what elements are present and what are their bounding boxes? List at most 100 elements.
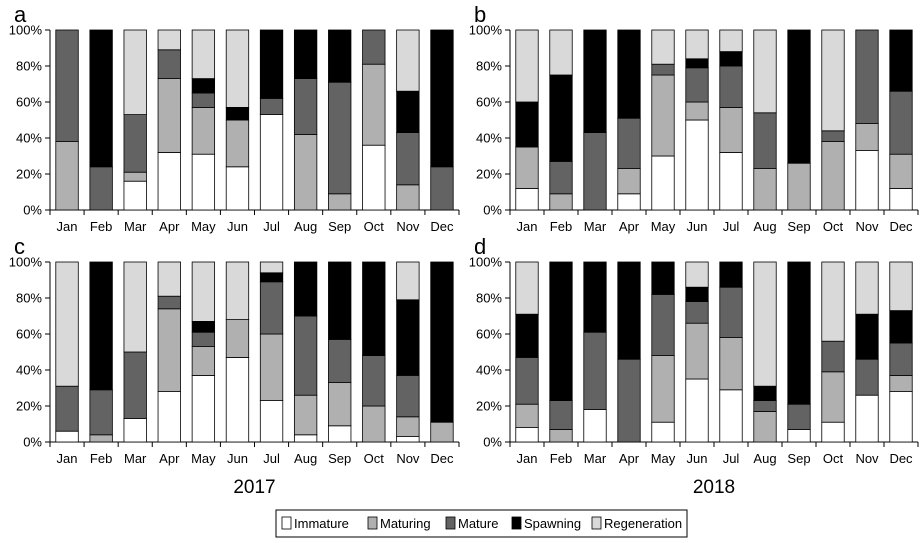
bar-segment-spawning (719, 51, 743, 67)
bar-segment-mature (430, 166, 454, 211)
bar-segment-mature (821, 130, 845, 143)
bar-segment-mature (191, 331, 216, 348)
y-tick-label: 20% (16, 399, 42, 414)
bar-segment-maturing (89, 434, 113, 443)
bar-segment-regeneration (396, 261, 420, 301)
x-tick-label: Jan (57, 451, 78, 466)
bar-segment-regeneration (191, 29, 216, 79)
bar-segment-maturing (396, 184, 420, 211)
x-tick-label: Mar (584, 219, 607, 234)
bar-segment-mature (259, 281, 284, 335)
bar-segment-maturing (889, 153, 913, 189)
bar-segment-mature (55, 385, 79, 432)
bar-segment-mature (123, 114, 147, 173)
bar-segment-immature (719, 151, 743, 211)
x-tick-label: Jun (227, 219, 248, 234)
bar-segment-spawning (328, 261, 352, 340)
bar-segment-mature (855, 358, 879, 396)
bar-segment-regeneration (821, 261, 845, 342)
y-tick-label: 0% (483, 435, 502, 450)
panel-b: b 0% 20% 40% 60% 80% 100% Jan Feb Mar Apr May Jun Jul… (469, 2, 919, 234)
bar-segment-regeneration (855, 261, 879, 315)
bar-segment-mature (787, 403, 811, 430)
year-label-2017: 2017 (233, 477, 275, 498)
bar-segment-spawning (293, 261, 318, 317)
x-tick-label: May (191, 219, 216, 234)
bar-segment-maturing (753, 168, 777, 211)
x-tick-label: Nov (855, 219, 879, 234)
legend-item-regeneration: Regeneration (591, 516, 682, 531)
bar-segment-regeneration (685, 29, 709, 60)
bar-segment-immature (362, 144, 386, 211)
bar-segment-mature (328, 338, 352, 383)
bar-segment-mature (855, 29, 879, 124)
bar-segment-spawning (259, 272, 284, 283)
bar-segment-mature (583, 331, 607, 411)
bar-segment-mature (583, 132, 607, 211)
x-tick-label: Aug (753, 219, 776, 234)
x-tick-label: May (651, 451, 676, 466)
x-tick-label: Feb (550, 451, 572, 466)
x-tick-label: Apr (159, 219, 180, 234)
bar-segment-mature (753, 400, 777, 412)
legend-swatch (511, 516, 522, 530)
y-tick-label: 60% (16, 327, 42, 342)
bar-segment-regeneration (225, 29, 250, 108)
bar-segment-maturing (787, 162, 811, 211)
bar-segment-mature (753, 112, 777, 170)
x-tick-label: Apr (159, 451, 180, 466)
bar-segment-mature (89, 166, 113, 211)
bar-segment-regeneration (157, 29, 181, 51)
y-tick-label: 20% (476, 167, 502, 182)
bar-segment-maturing (685, 101, 709, 121)
legend-label: Immature (294, 516, 349, 531)
bar-segment-maturing (617, 168, 641, 195)
bar-segment-mature (157, 295, 181, 310)
bar-segment-maturing (157, 308, 181, 392)
bar-segment-maturing (362, 405, 386, 443)
bar-segment-immature (651, 421, 675, 443)
bar-segment-immature (55, 430, 79, 443)
bar-segment-mature (685, 67, 709, 103)
bar-segment-immature (157, 391, 181, 443)
bar-segment-maturing (685, 322, 709, 380)
bar-segment-maturing (855, 123, 879, 151)
bar-segment-regeneration (719, 29, 743, 53)
bar-segment-spawning (617, 261, 641, 360)
y-tick-label: 100% (469, 255, 503, 270)
bar-segment-regeneration (549, 29, 573, 76)
bar-segment-maturing (328, 382, 352, 427)
bar-segment-immature (855, 150, 879, 211)
bar-segment-immature (191, 153, 216, 211)
bar-segment-spawning (617, 29, 641, 119)
bar-segment-regeneration (515, 261, 539, 315)
bar-segment-regeneration (55, 261, 79, 387)
bar-segment-immature (787, 428, 811, 443)
bar-segment-spawning (889, 29, 913, 92)
bar-segment-mature (549, 400, 573, 430)
bar-segment-immature (855, 394, 879, 443)
bar-segment-immature (293, 434, 318, 443)
bar-segment-regeneration (753, 29, 777, 114)
bar-segment-immature (328, 425, 352, 443)
bar-segment-regeneration (157, 261, 181, 297)
bar-segment-maturing (430, 421, 454, 443)
legend-swatch (591, 516, 602, 530)
x-tick-label: Oct (364, 451, 385, 466)
bar-segment-maturing (191, 346, 216, 376)
bar-segment-spawning (396, 299, 420, 376)
bar-segment-maturing (719, 337, 743, 391)
y-tick-label: 100% (9, 23, 43, 38)
bar-segment-spawning (719, 261, 743, 288)
bar-segment-spawning (430, 261, 454, 423)
bar-segment-spawning (855, 313, 879, 360)
y-tick-label: 0% (483, 203, 502, 218)
y-tick-label: 100% (469, 23, 503, 38)
x-tick-label: Apr (619, 219, 640, 234)
bar-segment-regeneration (889, 261, 913, 311)
x-tick-label: Dec (430, 451, 454, 466)
x-tick-label: Mar (124, 451, 147, 466)
bar-segment-immature (515, 427, 539, 443)
x-tick-label: Jul (263, 451, 280, 466)
